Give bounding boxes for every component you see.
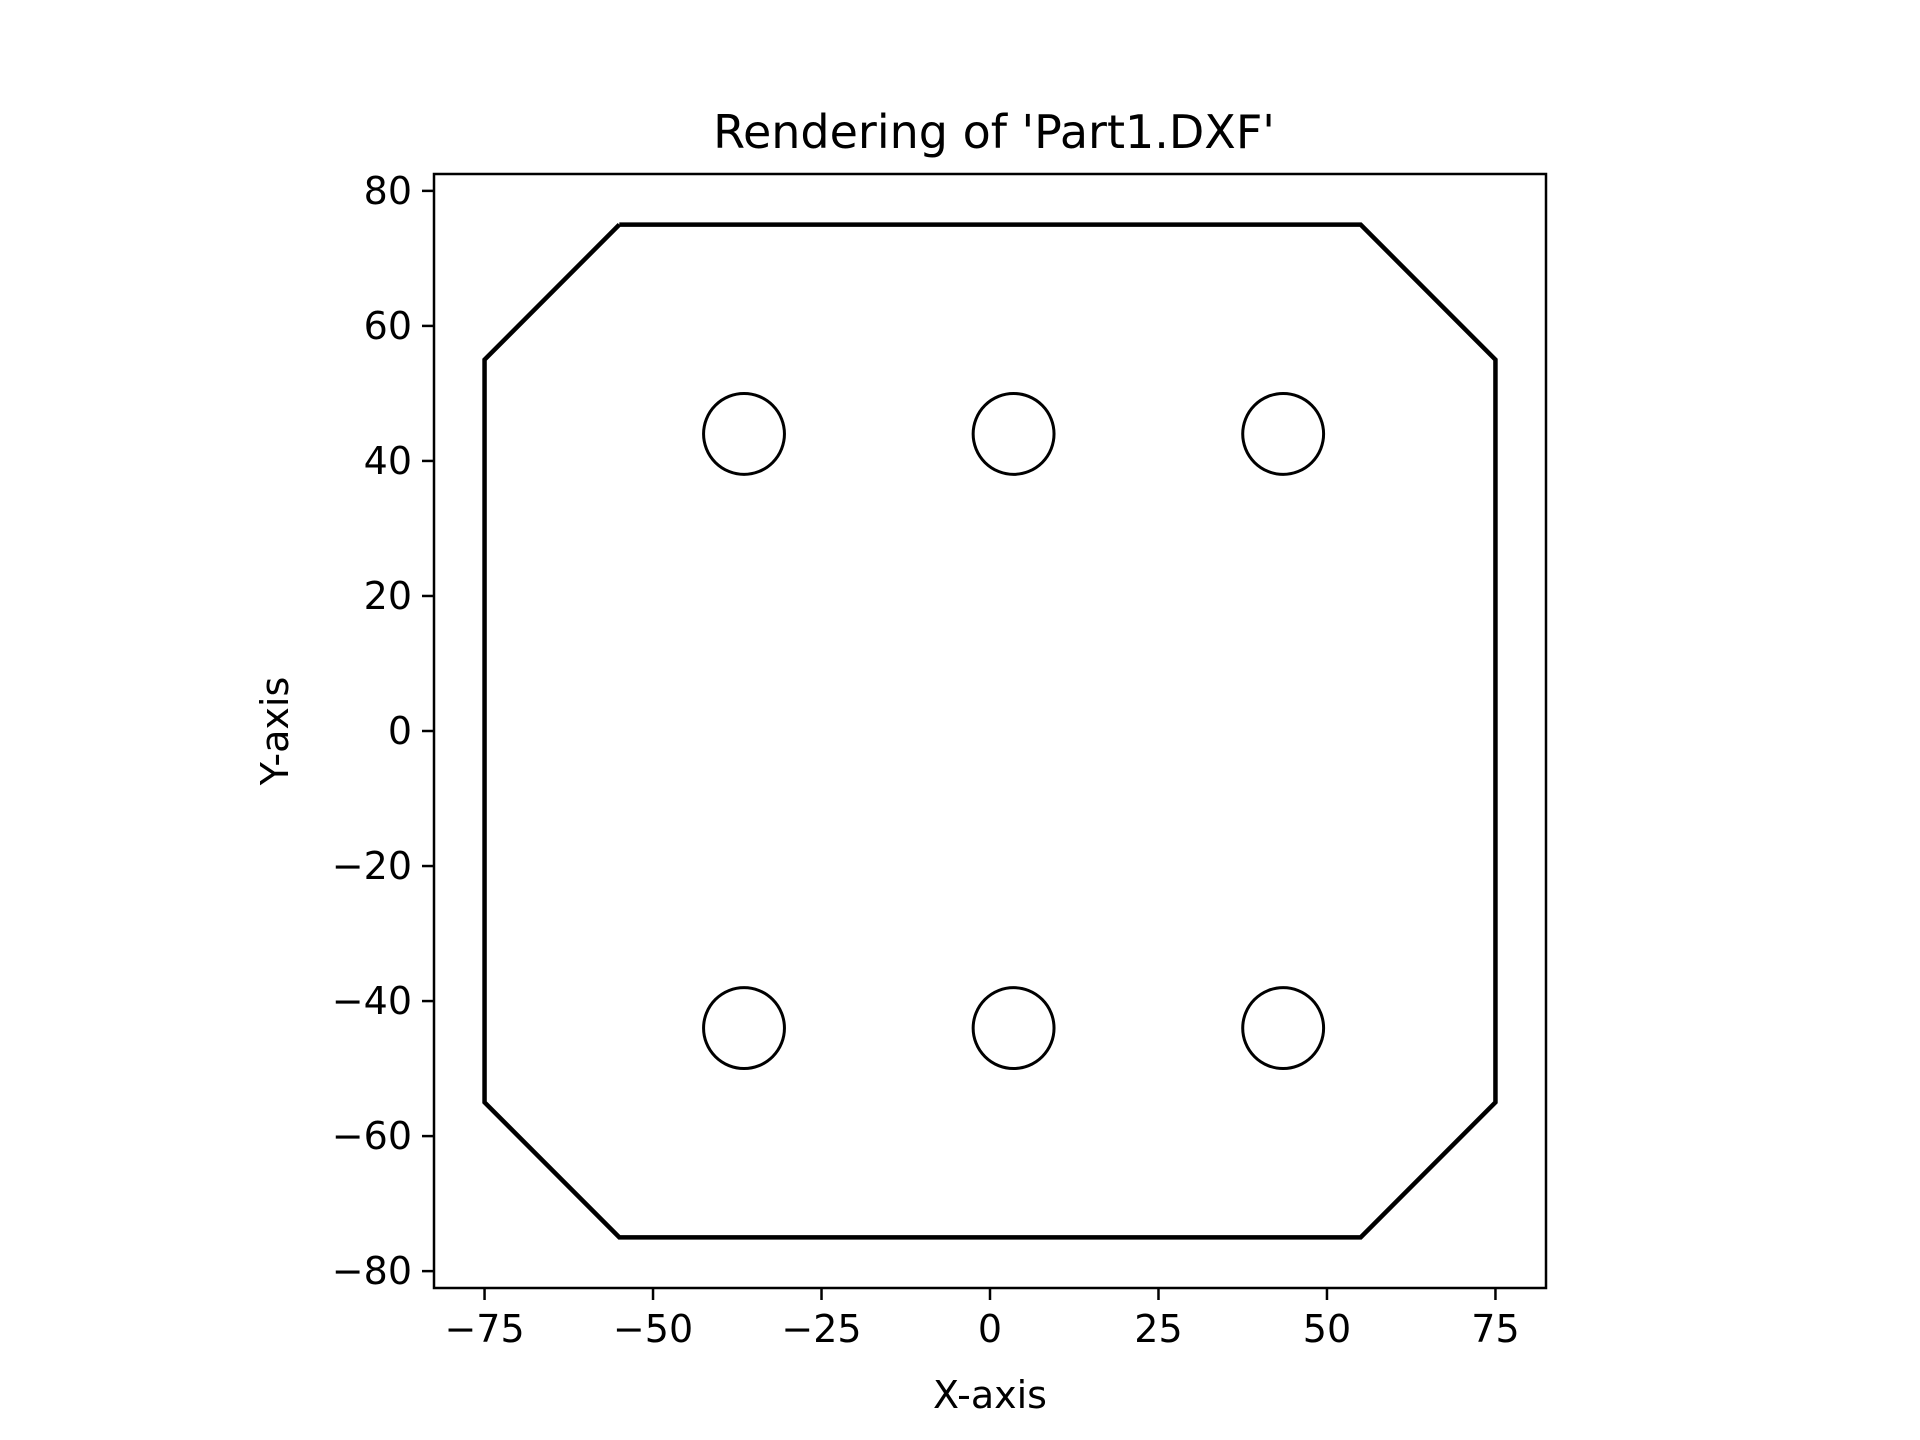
y-tick-label: −40 <box>332 979 412 1023</box>
y-axis-label: Y-axis <box>253 677 297 787</box>
hole-circle-4 <box>702 986 786 1071</box>
y-tick-label: 20 <box>364 574 412 618</box>
x-axis-ticks: −75 −50 −25 0 25 50 75 <box>444 1288 1520 1351</box>
y-tick-label: 0 <box>388 709 412 753</box>
y-axis-ticks: 80 60 40 20 0 −20 −40 −60 −80 <box>332 169 434 1293</box>
x-tick-label: −25 <box>781 1307 861 1351</box>
part-outline <box>482 222 1498 1240</box>
hole-circle-1 <box>702 391 786 476</box>
hole-circle-3 <box>1241 391 1326 476</box>
x-tick-label: −75 <box>444 1307 524 1351</box>
x-tick-label: 0 <box>978 1307 1002 1351</box>
plot-area: −75 −50 −25 0 25 50 75 80 60 40 20 0 −20 −40 −60 −80 <box>332 169 1548 1351</box>
hole-circle-6 <box>1241 986 1326 1071</box>
y-tick-label: 60 <box>364 304 412 348</box>
y-tick-label: 40 <box>364 439 412 483</box>
x-tick-label: −50 <box>613 1307 693 1351</box>
y-tick-label: −20 <box>332 844 412 888</box>
hole-circle-5 <box>971 986 1056 1071</box>
x-tick-label: 25 <box>1134 1307 1182 1351</box>
x-tick-label: 50 <box>1303 1307 1351 1351</box>
data-layer <box>482 222 1498 1240</box>
y-tick-label: −60 <box>332 1114 412 1158</box>
x-axis-label: X-axis <box>933 1373 1047 1417</box>
y-tick-label: 80 <box>364 169 412 213</box>
hole-circle-2 <box>971 391 1056 476</box>
chart-title: Rendering of 'Part1.DXF' <box>713 105 1275 159</box>
y-tick-label: −80 <box>332 1249 412 1293</box>
x-tick-label: 75 <box>1471 1307 1519 1351</box>
